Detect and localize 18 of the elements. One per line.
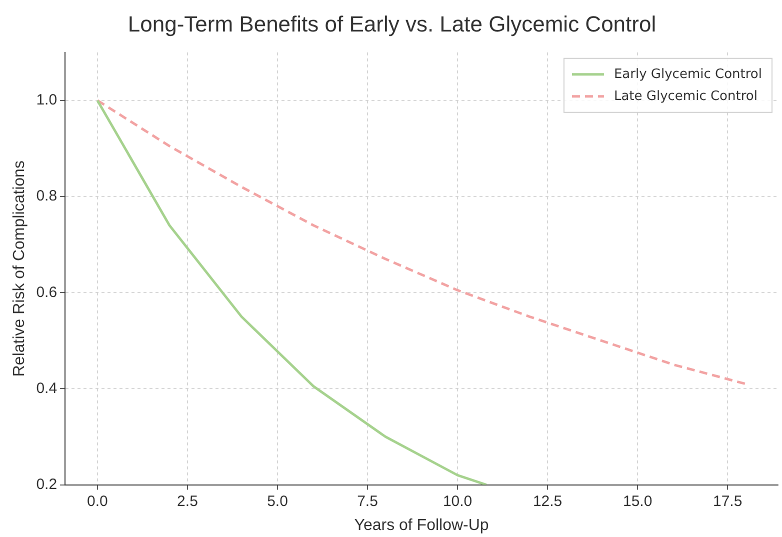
x-tick-label: 7.5 — [357, 492, 378, 510]
x-tick-label: 5.0 — [267, 492, 288, 510]
y-tick-label: 0.6 — [36, 284, 58, 301]
x-tick-label: 12.5 — [532, 492, 562, 510]
legend-label: Late Glycemic Control — [614, 88, 758, 104]
x-tick-label: 10.0 — [442, 492, 472, 510]
x-tick-label: 15.0 — [622, 492, 652, 510]
y-axis-title: Relative Risk of Complications — [11, 160, 28, 377]
chart-title: Long-Term Benefits of Early vs. Late Glycemic Control — [128, 11, 656, 36]
x-tick-label: 17.5 — [712, 492, 742, 510]
y-tick-label: 1.0 — [36, 92, 58, 109]
x-tick-label: 2.5 — [177, 492, 198, 510]
y-tick-label: 0.4 — [36, 380, 58, 397]
x-axis-title: Years of Follow-Up — [354, 516, 489, 534]
y-tick-label: 0.8 — [36, 188, 58, 205]
x-tick-label: 0.0 — [87, 492, 108, 510]
legend-label: Early Glycemic Control — [614, 66, 762, 82]
y-tick-label: 0.2 — [36, 476, 58, 493]
